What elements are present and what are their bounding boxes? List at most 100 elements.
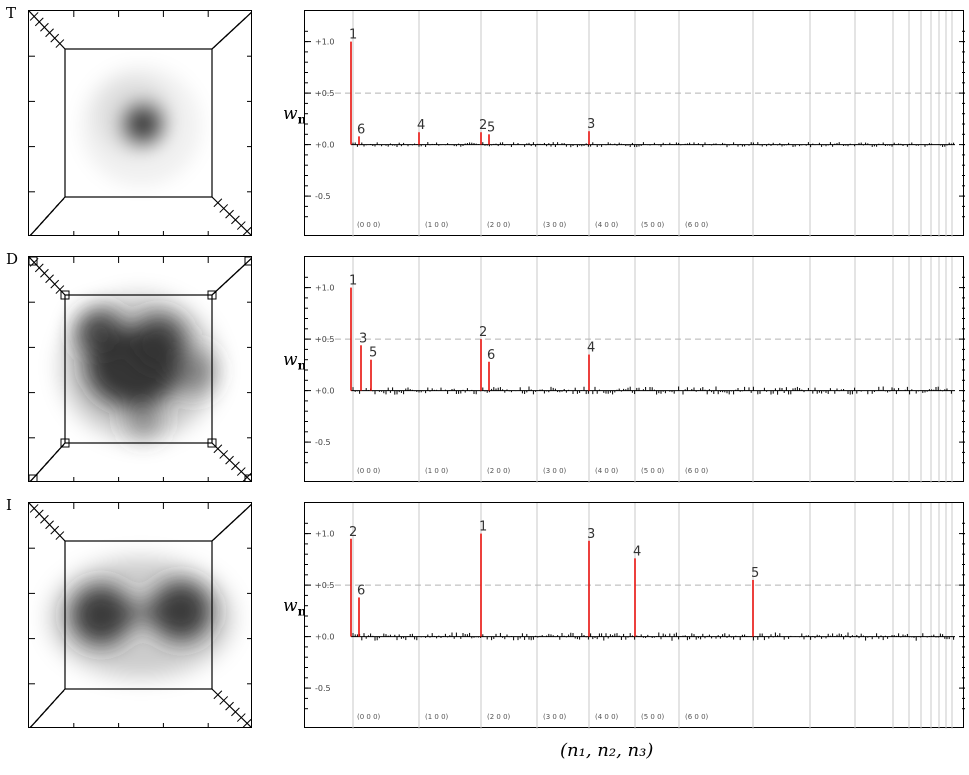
cube-edge [29,503,66,542]
y-tick-label: -0.5 [315,438,331,447]
cube-tick [45,28,54,38]
cube-tick [55,690,65,700]
density-blob-right [151,581,211,641]
peak-label: 6 [357,122,365,137]
group-label: (4 0 0) [595,221,619,229]
cube-tick [242,718,251,727]
group-label: (5 0 0) [641,467,665,475]
density-cloud [81,66,201,186]
cube-tick [242,226,251,235]
y-tick-label: +1.0 [315,38,334,47]
cube-edge [211,196,251,235]
density-bridge [119,599,163,627]
group-label: (0 0 0) [357,467,381,475]
cube-corner-marker [244,474,251,481]
peak-label: 1 [349,274,357,289]
group-label: (6 0 0) [685,713,709,721]
cube-tick [225,209,234,219]
cube-corner-marker [207,290,217,300]
cube-ticks [29,503,251,727]
cube-tick [225,455,234,465]
cube-inner-face [64,294,213,444]
cube-tick [219,204,229,213]
cube-tick [40,514,49,524]
group-label: (1 0 0) [425,713,449,721]
weight-chart-i: +1.0 +0.5 +0.0 -0.5 2 6 1 3 4 5 (0 0 0) (1 0 0) (2 0… [305,503,965,729]
group-label: (0 0 0) [357,713,381,721]
group-label: (2 0 0) [487,221,511,229]
x-axis-label: (n₁, n₂, n₃) [560,740,654,761]
density-lobe [126,404,162,440]
cube-tick [55,285,65,294]
peak-label: 3 [587,117,595,132]
cube-tick [231,707,240,717]
cube-tick [213,39,223,48]
cube-tick [213,285,223,294]
density-view-d [28,256,252,482]
y-tick-label: +0.0 [315,387,334,396]
density-view-t [28,10,252,236]
cube-tick [29,504,39,513]
cube-corner-marker [244,257,251,266]
cube-tick [236,467,246,476]
density-cloud [49,558,233,678]
y-tick-label: +1.0 [315,530,334,539]
density-cube-i [29,503,251,727]
y-tick-label: +0.5 [315,581,334,590]
cube-tick [213,531,223,540]
cube-tick [50,33,60,43]
peak-label: 3 [359,331,367,346]
peak-label: 4 [417,118,425,133]
cube-tick [40,268,49,278]
cube-ticks [29,11,251,235]
density-blob-left [71,585,131,645]
cube-edge [211,442,251,481]
density-cube-d [29,257,251,481]
peak-label: 5 [751,566,759,581]
y-tick-label: +0.5 [315,335,334,344]
peak-label: 5 [487,120,495,135]
weight-chart-t: +1.0 +0.5 +0.0 -0.5 1 6 4 2 5 3 (0 0 0) (1 0 0) (2 0… [305,11,965,237]
cube-tick [45,274,54,284]
panel-letter-d: D [6,250,19,268]
cube-tick [55,39,65,48]
weight-plot-t: +1.0 +0.5 +0.0 -0.5 1 6 4 2 5 3 (0 0 0) (1 0 0) (2 0… [304,10,965,237]
y-axis-label-i: wn [283,596,307,619]
cube-tick [213,444,223,454]
cube-tick [34,17,44,27]
group-label: (3 0 0) [543,221,567,229]
y-tick-label: +0.0 [315,141,334,150]
group-label: (1 0 0) [425,467,449,475]
cube-tick [219,696,229,705]
cube-tick [50,525,60,535]
y-tick-label: +0.0 [315,633,334,642]
density-lobe [172,350,216,394]
density-cube-t [29,11,251,235]
group-label: (2 0 0) [487,713,511,721]
cube-tick [50,279,60,289]
peak-label: 1 [479,520,487,535]
cube-inner-face [64,540,213,690]
cube-tick [236,221,246,230]
cube-edge [29,11,66,50]
y-axis-label-d: wn [283,350,307,373]
group-label: (6 0 0) [685,221,709,229]
density-lobe [131,314,187,370]
group-label: (3 0 0) [543,713,567,721]
y-tick-label: +1.0 [315,284,334,293]
y-tick-label: -0.5 [315,192,331,201]
group-label: (5 0 0) [641,713,665,721]
density-core [133,114,153,134]
cube-tick [45,520,54,530]
group-label: (0 0 0) [357,221,381,229]
cube-tick [34,263,44,273]
cube-tick [213,198,223,208]
density-lobe [75,308,123,356]
cube-tick [55,198,65,208]
y-tick-label: +0.5 [315,89,334,98]
cube-tick [55,531,65,540]
cube-tick [213,690,223,700]
group-label: (5 0 0) [641,221,665,229]
peak-label: 5 [369,346,377,361]
cube-corner-marker [207,438,217,448]
